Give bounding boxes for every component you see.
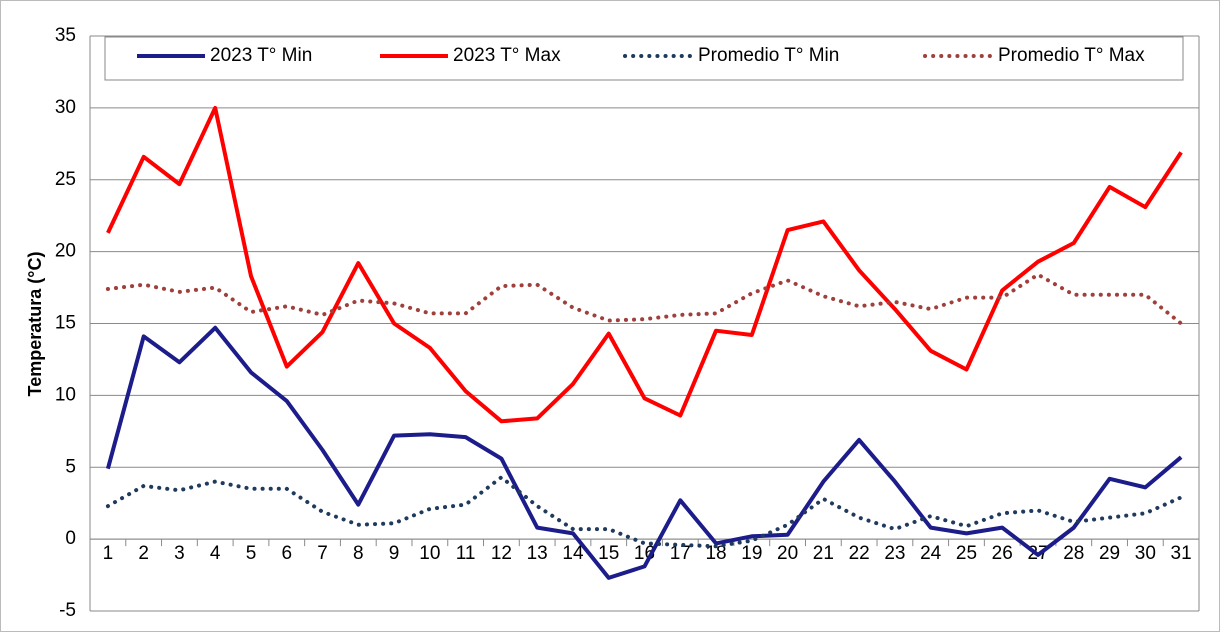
x-tick-label: 5 [246, 543, 257, 564]
x-tick-label: 18 [705, 543, 726, 564]
x-tick-label: 19 [741, 543, 762, 564]
x-tick-label: 29 [1099, 543, 1120, 564]
x-tick-label: 28 [1063, 543, 1084, 564]
series-line [105, 475, 1184, 549]
x-tick-label: 15 [598, 543, 619, 564]
x-tick-label: 26 [992, 543, 1013, 564]
x-tick-label: 14 [562, 543, 584, 564]
series-line [105, 272, 1184, 326]
x-tick-label: 13 [527, 543, 548, 564]
series-line [106, 105, 1183, 424]
x-tick-label: 17 [670, 543, 691, 564]
legend-label: Promedio T° Max [998, 45, 1145, 66]
y-tick-label: 20 [55, 241, 76, 262]
x-tick-label: 10 [419, 543, 440, 564]
x-tick-label: 8 [353, 543, 364, 564]
y-tick-label: 30 [55, 97, 76, 118]
x-tick-label: 20 [777, 543, 798, 564]
y-axis-label: Temperatura (°C) [25, 252, 45, 397]
y-tick-label: -5 [59, 600, 76, 621]
x-tick-label: 21 [813, 543, 834, 564]
x-tick-label: 7 [317, 543, 328, 564]
x-tick-label: 2 [138, 543, 149, 564]
legend-label: Promedio T° Min [698, 45, 839, 66]
x-tick-label: 3 [174, 543, 185, 564]
legend-label: 2023 T° Max [453, 45, 561, 66]
x-tick-label: 25 [956, 543, 977, 564]
y-tick-label: 25 [55, 169, 76, 190]
legend-label: 2023 T° Min [210, 45, 312, 66]
y-tick-label: 0 [65, 528, 76, 549]
x-tick-label: 22 [849, 543, 870, 564]
y-tick-label: 10 [55, 384, 76, 405]
series-line [105, 325, 1183, 580]
x-tick-label: 11 [456, 543, 476, 564]
x-tick-label: 4 [210, 543, 221, 564]
y-tick-label: 35 [55, 25, 76, 46]
x-tick-label: 6 [281, 543, 292, 564]
legend-box [104, 36, 1184, 81]
x-tick-label: 1 [103, 543, 114, 564]
x-tick-label: 30 [1135, 543, 1156, 564]
x-tick-label: 9 [389, 543, 400, 564]
x-tick-label: 31 [1171, 543, 1192, 564]
y-tick-label: 15 [55, 313, 76, 334]
x-tick-label: 24 [920, 543, 942, 564]
y-tick-label: 5 [65, 456, 76, 477]
x-tick-label: 23 [884, 543, 905, 564]
x-tick-label: 12 [491, 543, 512, 564]
